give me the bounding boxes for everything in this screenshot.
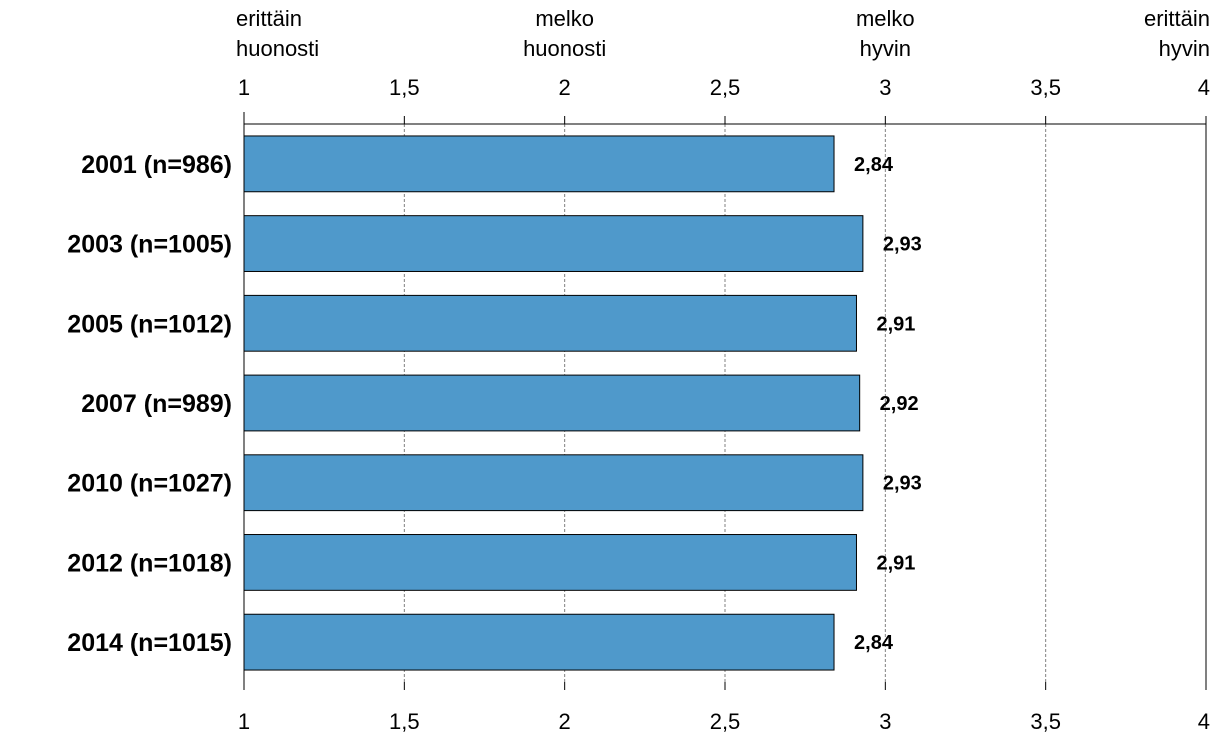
- labels: 1 1 1,5 1,5 2 2 2,5 2,5 3 3 3,5 3,5 4 4 erittäin huonos…: [67, 6, 1210, 734]
- scale-label: melko: [856, 6, 915, 31]
- value-label: 2,84: [854, 154, 894, 176]
- top-tick-label: 4: [1198, 75, 1210, 100]
- value-label: 2,93: [883, 473, 922, 495]
- bottom-tick-label: 3,5: [1030, 709, 1061, 734]
- bottom-tick-label: 3: [879, 709, 891, 734]
- bar: [243, 215, 864, 272]
- scale-label: melko: [535, 6, 594, 31]
- value-label: 2,92: [880, 393, 919, 415]
- category-label: 2003 (n=1005): [67, 231, 232, 259]
- bar: [243, 374, 861, 432]
- bar: [243, 613, 835, 671]
- value-label: 2,84: [854, 632, 894, 654]
- bottom-tick-label: 2,5: [710, 709, 741, 734]
- bar: [243, 135, 835, 193]
- top-tick-label: 2: [559, 75, 571, 100]
- scale-label: hyvin: [1159, 36, 1210, 61]
- value-label: 2,93: [883, 234, 922, 256]
- bar: [243, 534, 857, 591]
- category-label: 2007 (n=989): [81, 390, 232, 418]
- top-tick-label: 1: [238, 75, 250, 100]
- bottom-tick-label: 1: [238, 709, 250, 734]
- top-tick-label: 2,5: [710, 75, 741, 100]
- top-tick-label: 3: [879, 75, 891, 100]
- top-tick-label: 3,5: [1030, 75, 1061, 100]
- scale-label: hyvin: [860, 36, 911, 61]
- scale-label: huonosti: [236, 36, 319, 61]
- bottom-tick-label: 4: [1198, 709, 1210, 734]
- category-label: 2001 (n=986): [81, 151, 232, 179]
- scale-label: huonosti: [523, 36, 606, 61]
- scale-label: erittäin: [236, 6, 302, 31]
- category-label: 2012 (n=1018): [67, 549, 232, 577]
- bottom-tick-label: 2: [559, 709, 571, 734]
- bar: [243, 294, 857, 352]
- bar: [243, 454, 864, 512]
- value-label: 2,91: [876, 552, 915, 574]
- bars: [243, 135, 864, 671]
- category-label: 2014 (n=1015): [67, 629, 232, 657]
- axes: [243, 112, 1207, 690]
- bottom-tick-label: 1,5: [389, 709, 420, 734]
- value-label: 2,91: [876, 313, 915, 335]
- category-label: 2010 (n=1027): [67, 470, 232, 498]
- scale-label: erittäin: [1144, 6, 1210, 31]
- category-label: 2005 (n=1012): [67, 310, 232, 338]
- top-tick-label: 1,5: [389, 75, 420, 100]
